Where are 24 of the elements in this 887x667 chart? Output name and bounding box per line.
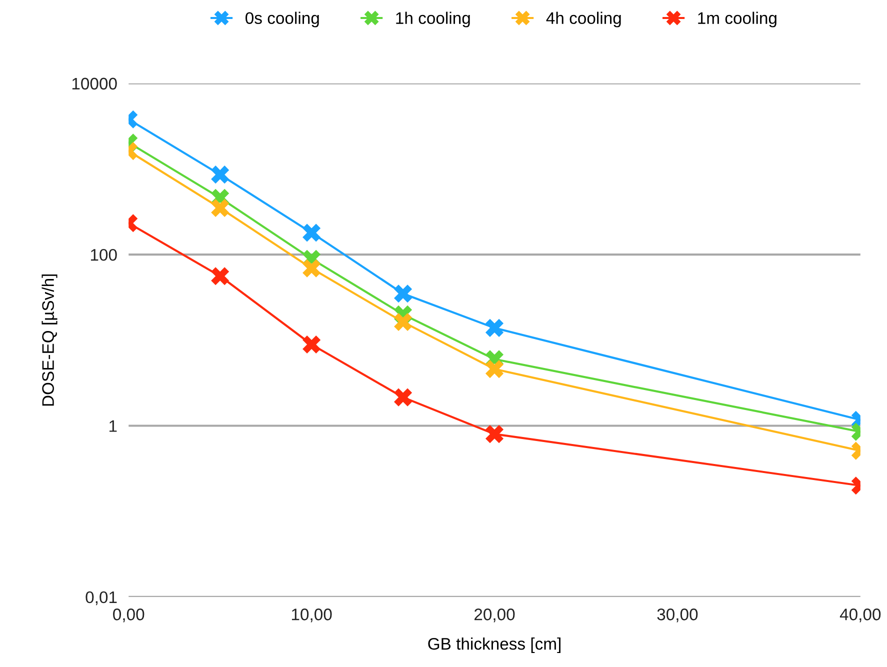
y-axis-title: DOSE-EQ [µSv/h]: [42, 274, 58, 406]
legend-label: 4h cooling: [546, 12, 621, 28]
point: [394, 284, 412, 303]
y-tick-label: 10000: [72, 78, 117, 90]
point: [485, 360, 504, 378]
x-axis-title: GB thickness [cm]: [428, 638, 560, 654]
legend-label: 1h cooling: [396, 12, 470, 28]
x-tick-label: 20,00: [474, 608, 515, 622]
point: [394, 388, 412, 406]
x-tick-label: 30,00: [657, 608, 698, 622]
y-tick-label: 0,01: [86, 591, 117, 606]
point: [485, 318, 504, 337]
point: [302, 259, 321, 278]
x-tick-label: 10,00: [292, 608, 332, 622]
point: [485, 425, 504, 444]
point: [302, 224, 321, 242]
point: [302, 335, 321, 354]
x-tick-label: 40,00: [840, 608, 881, 622]
legend-label: 1m cooling: [698, 12, 776, 28]
x-tick-label: 0,00: [113, 608, 144, 622]
legend-label: 0s cooling: [246, 12, 319, 28]
y-tick-label: 1: [110, 420, 117, 432]
y-tick-label: 100: [90, 248, 117, 261]
point: [394, 312, 412, 332]
